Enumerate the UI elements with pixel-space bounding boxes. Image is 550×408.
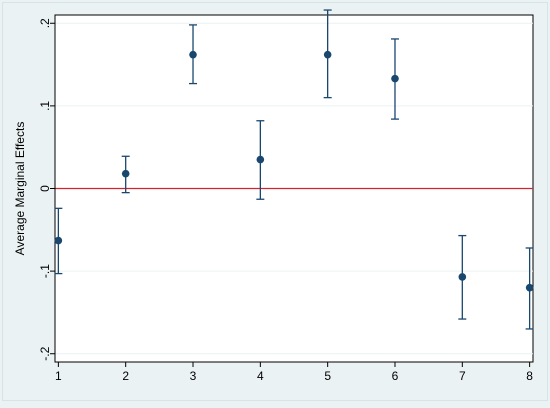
x-tick-label: 3 bbox=[190, 369, 197, 383]
estimate-point bbox=[391, 74, 399, 83]
estimate-point bbox=[458, 273, 467, 281]
y-tick-label: .2 bbox=[38, 18, 52, 28]
x-tick-label: 6 bbox=[392, 369, 399, 383]
estimate-point bbox=[323, 50, 332, 59]
estimate-point bbox=[121, 169, 130, 178]
estimate-point bbox=[54, 236, 63, 245]
y-tick-label: .1 bbox=[38, 101, 52, 111]
x-tick-label: 8 bbox=[526, 369, 533, 383]
x-tick-label: 7 bbox=[459, 369, 466, 383]
estimate-point bbox=[189, 50, 197, 59]
estimate-point bbox=[525, 283, 534, 292]
x-tick-label: 1 bbox=[55, 369, 62, 383]
x-tick-label: 4 bbox=[257, 369, 264, 383]
estimate-point bbox=[256, 155, 265, 164]
y-axis-label: Average Marginal Effects bbox=[13, 122, 27, 256]
x-tick-label: 2 bbox=[122, 369, 129, 383]
x-tick-label: 5 bbox=[324, 369, 331, 383]
axes: -.2 -.1 0 .1 .2 1 2 3 4 5 6 7 8 bbox=[38, 15, 533, 383]
data-series bbox=[54, 9, 534, 330]
chart-outer-border bbox=[2, 2, 548, 401]
y-tick-label: 0 bbox=[38, 185, 52, 192]
y-tick-label: -.2 bbox=[38, 346, 52, 360]
y-tick-label: -.1 bbox=[38, 264, 52, 278]
